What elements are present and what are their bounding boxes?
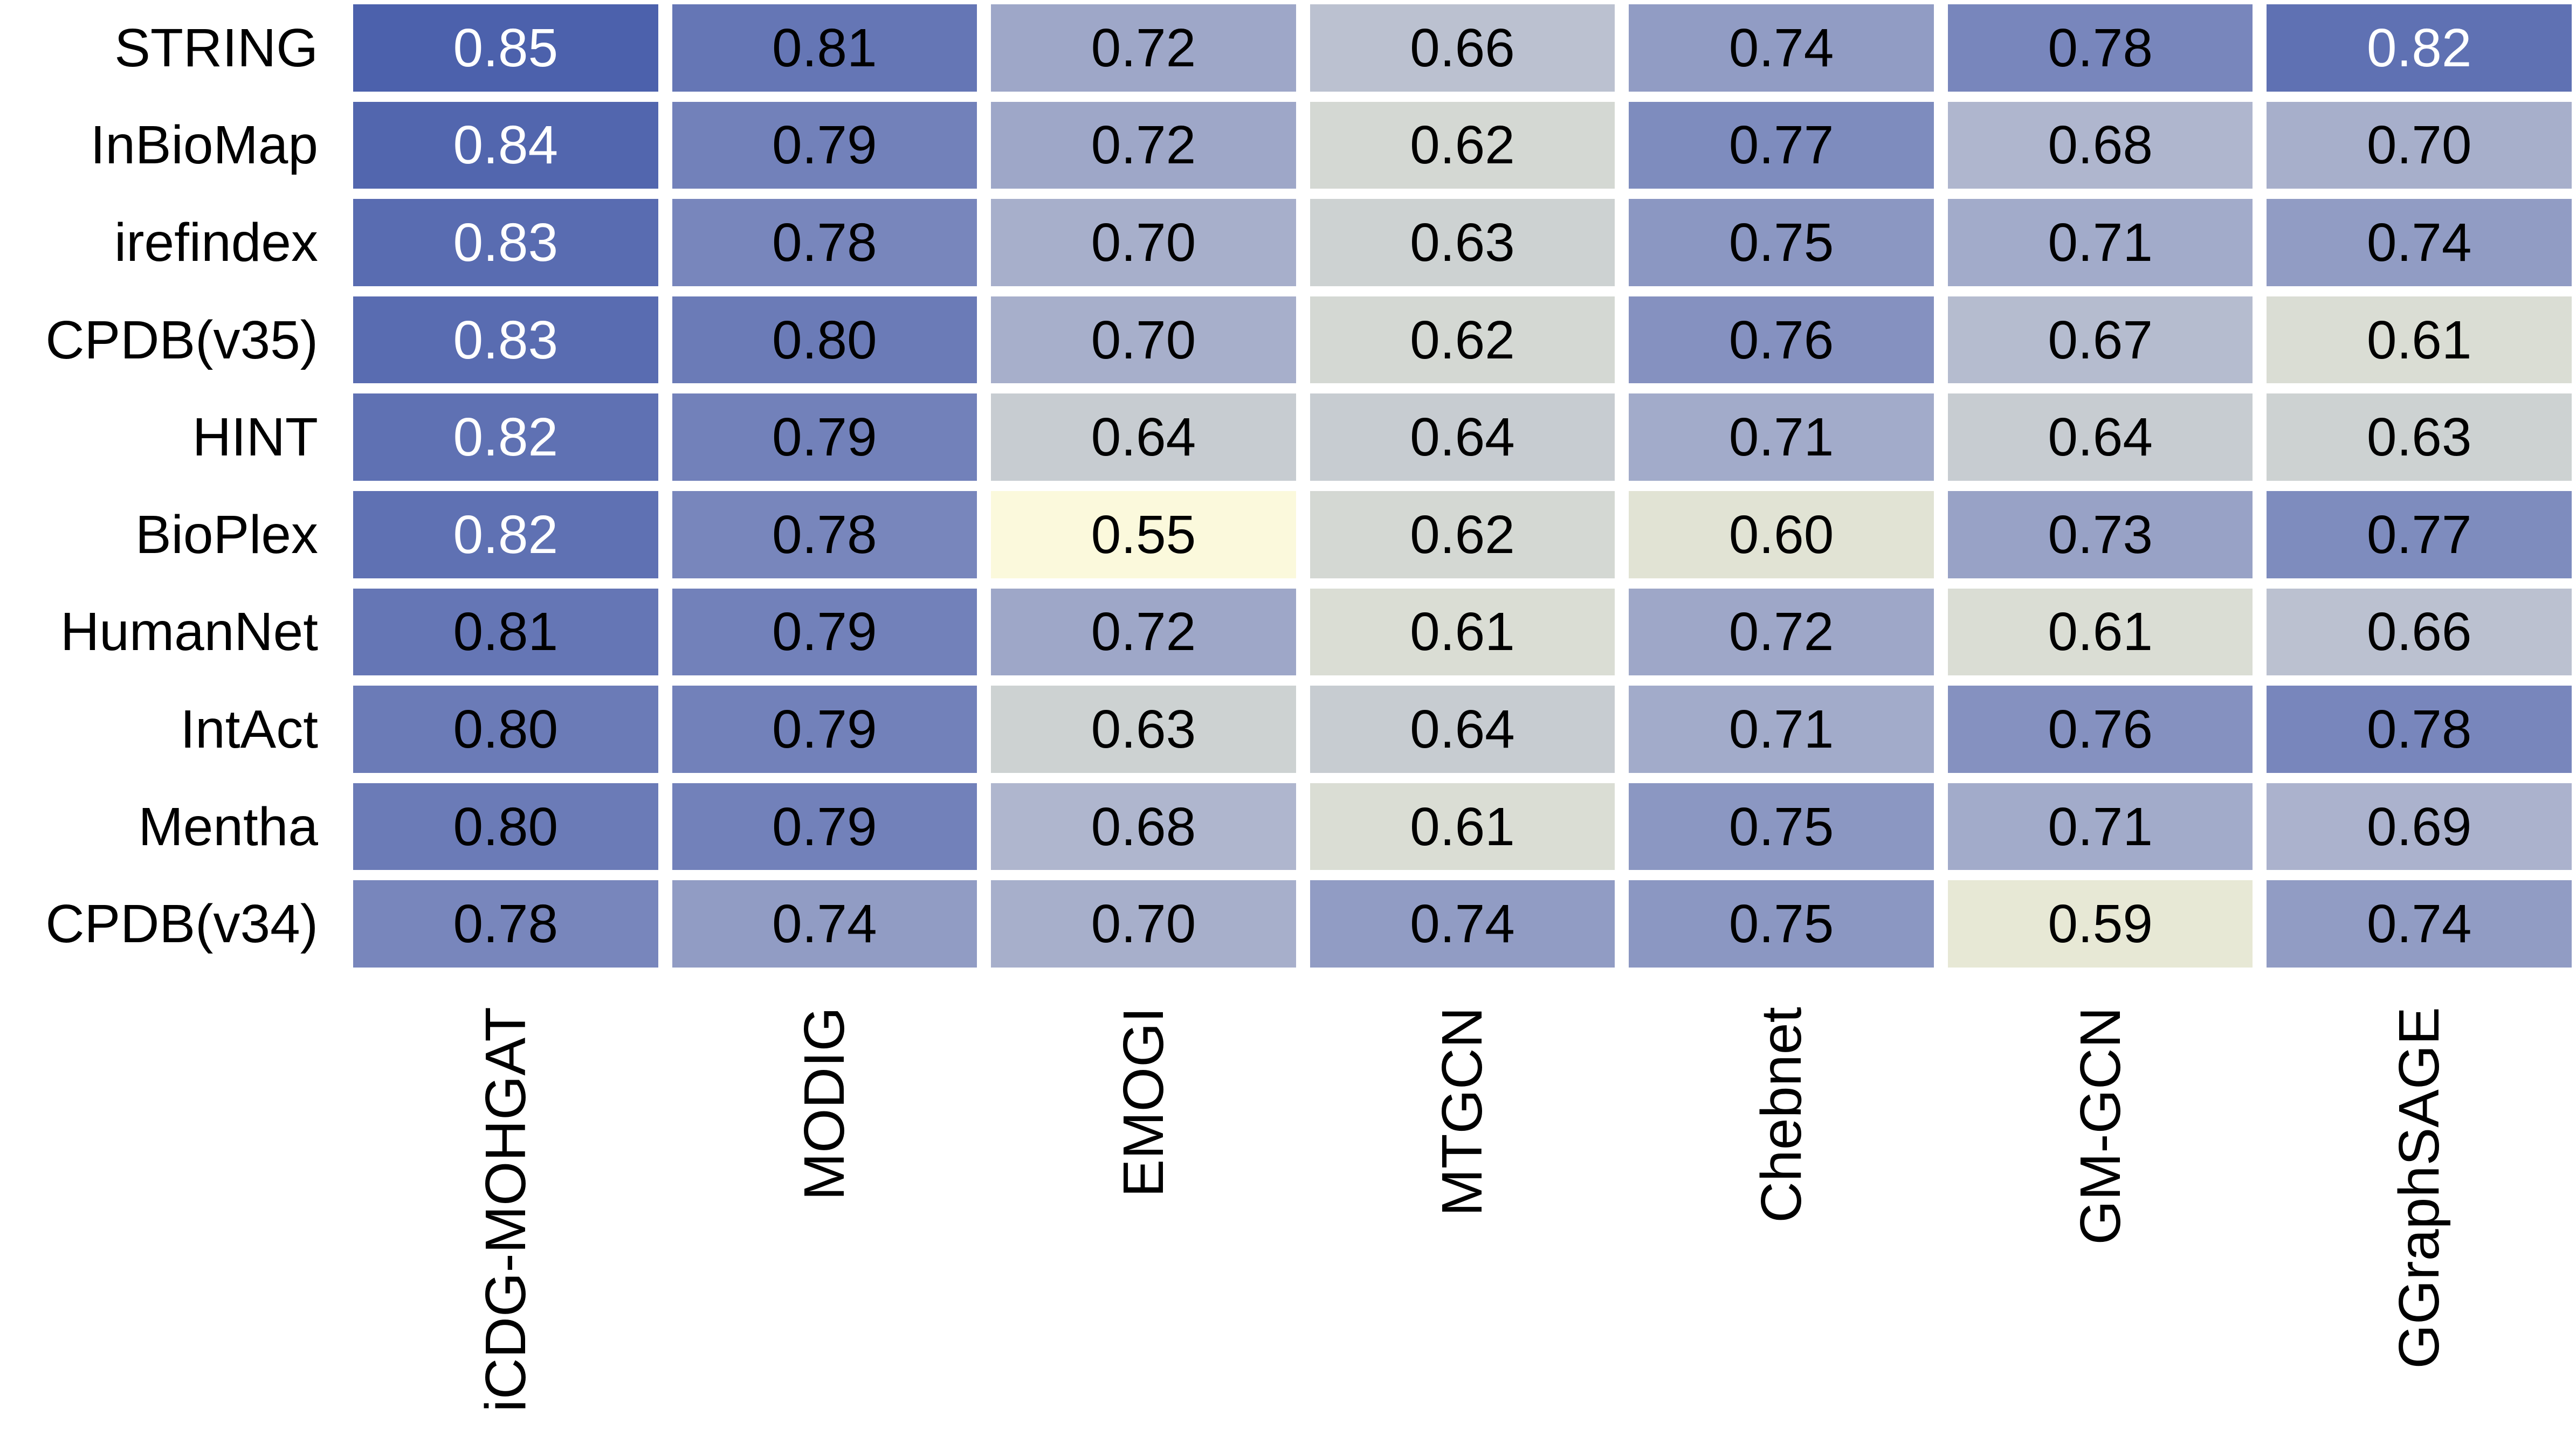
heatmap-cell: 0.55 (991, 491, 1296, 578)
heatmap-cell: 0.75 (1629, 783, 1934, 871)
row-label: HumanNet (60, 602, 318, 662)
heatmap-cell: 0.79 (672, 588, 977, 676)
heatmap-cell: 0.74 (1629, 4, 1934, 92)
heatmap-cell: 0.60 (1629, 491, 1934, 578)
column-label: GGraphSAGE (2387, 1007, 2451, 1369)
heatmap-cell: 0.69 (2267, 783, 2572, 871)
heatmap-cell: 0.62 (1310, 491, 1615, 578)
heatmap-cell: 0.82 (2267, 4, 2572, 92)
column-label: Chebnet (1750, 1007, 1814, 1223)
heatmap-cell: 0.78 (1947, 4, 2253, 92)
row-labels: STRING InBioMap irefindex CPDB(v35) HINT BioP… (0, 4, 318, 968)
heatmap-cell: 0.78 (353, 880, 658, 968)
heatmap-cell: 0.71 (1629, 393, 1934, 481)
heatmap-cell: 0.80 (353, 686, 658, 773)
heatmap-cell: 0.70 (2267, 101, 2572, 189)
heatmap-cell: 0.63 (991, 686, 1296, 773)
heatmap-cell: 0.84 (353, 101, 658, 189)
heatmap-cell: 0.79 (672, 101, 977, 189)
heatmap-cell: 0.77 (2267, 491, 2572, 578)
heatmap-cell: 0.82 (353, 491, 658, 578)
heatmap-cell: 0.81 (672, 4, 977, 92)
heatmap-cell: 0.68 (1947, 101, 2253, 189)
heatmap-cell: 0.77 (1629, 101, 1934, 189)
heatmap-cell: 0.72 (1629, 588, 1934, 676)
heatmap-cell: 0.61 (2267, 296, 2572, 384)
heatmap-cell: 0.74 (2267, 880, 2572, 968)
heatmap-cell: 0.71 (1947, 783, 2253, 871)
heatmap-cell: 0.78 (2267, 686, 2572, 773)
heatmap-cell: 0.74 (672, 880, 977, 968)
heatmap-cell: 0.72 (991, 101, 1296, 189)
heatmap-cell: 0.81 (353, 588, 658, 676)
heatmap-grid: 0.85 0.81 0.72 0.66 0.74 0.78 0.82 0.84 0.79 0.72… (353, 4, 2572, 968)
column-label: MTGCN (1430, 1007, 1494, 1217)
heatmap-cell: 0.76 (1947, 686, 2253, 773)
heatmap-cell: 0.64 (1310, 686, 1615, 773)
row-label: STRING (114, 17, 318, 78)
heatmap-cell: 0.74 (1310, 880, 1615, 968)
heatmap-cell: 0.76 (1629, 296, 1934, 384)
heatmap-cell: 0.63 (1310, 199, 1615, 286)
row-label: HINT (192, 407, 318, 468)
heatmap-cell: 0.64 (1947, 393, 2253, 481)
heatmap-cell: 0.70 (991, 296, 1296, 384)
heatmap-cell: 0.62 (1310, 101, 1615, 189)
heatmap-cell: 0.64 (1310, 393, 1615, 481)
heatmap-cell: 0.70 (991, 199, 1296, 286)
heatmap-cell: 0.78 (672, 199, 977, 286)
row-label: InBioMap (90, 115, 318, 176)
column-label: iCDG-MOHGAT (473, 1007, 538, 1412)
heatmap-cell: 0.63 (2267, 393, 2572, 481)
heatmap-cell: 0.66 (1310, 4, 1615, 92)
heatmap-cell: 0.74 (2267, 199, 2572, 286)
row-label: CPDB(v35) (45, 309, 318, 370)
column-label: GM-GCN (2068, 1007, 2132, 1245)
heatmap-cell: 0.79 (672, 393, 977, 481)
heatmap-cell: 0.71 (1629, 686, 1934, 773)
heatmap-cell: 0.79 (672, 686, 977, 773)
heatmap-cell: 0.62 (1310, 296, 1615, 384)
heatmap-cell: 0.85 (353, 4, 658, 92)
row-label: CPDB(v34) (45, 894, 318, 955)
heatmap-cell: 0.83 (353, 296, 658, 384)
heatmap-cell: 0.80 (353, 783, 658, 871)
heatmap-cell: 0.80 (672, 296, 977, 384)
heatmap-cell: 0.78 (672, 491, 977, 578)
heatmap-cell: 0.71 (1947, 199, 2253, 286)
heatmap-cell: 0.75 (1629, 880, 1934, 968)
heatmap-cell: 0.67 (1947, 296, 2253, 384)
heatmap-cell: 0.66 (2267, 588, 2572, 676)
heatmap-cell: 0.61 (1310, 588, 1615, 676)
row-label: Mentha (138, 796, 318, 857)
heatmap-cell: 0.79 (672, 783, 977, 871)
heatmap-cell: 0.59 (1947, 880, 2253, 968)
heatmap-cell: 0.82 (353, 393, 658, 481)
row-label: IntAct (180, 699, 318, 759)
heatmap-cell: 0.75 (1629, 199, 1934, 286)
row-label: irefindex (114, 212, 318, 273)
row-label: BioPlex (135, 504, 318, 565)
heatmap-cell: 0.70 (991, 880, 1296, 968)
column-labels: iCDG-MOHGAT MODIG EMOGI MTGCN Chebnet GM-GCN G… (353, 1007, 2572, 1437)
heatmap-cell: 0.72 (991, 588, 1296, 676)
heatmap-cell: 0.64 (991, 393, 1296, 481)
column-label: EMOGI (1111, 1007, 1175, 1198)
heatmap-cell: 0.73 (1947, 491, 2253, 578)
heatmap-cell: 0.83 (353, 199, 658, 286)
heatmap-cell: 0.61 (1947, 588, 2253, 676)
heatmap-cell: 0.61 (1310, 783, 1615, 871)
heatmap-cell: 0.72 (991, 4, 1296, 92)
column-label: MODIG (793, 1007, 857, 1201)
heatmap-cell: 0.68 (991, 783, 1296, 871)
